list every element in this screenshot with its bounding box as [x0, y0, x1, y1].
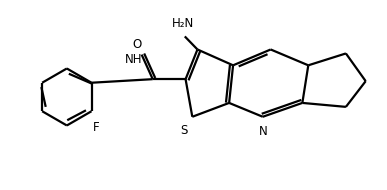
Text: H₂N: H₂N — [172, 17, 194, 30]
Text: S: S — [180, 124, 187, 137]
Text: O: O — [132, 38, 142, 51]
Text: F: F — [93, 121, 99, 134]
Text: N: N — [259, 125, 267, 139]
Text: NH: NH — [125, 53, 142, 66]
